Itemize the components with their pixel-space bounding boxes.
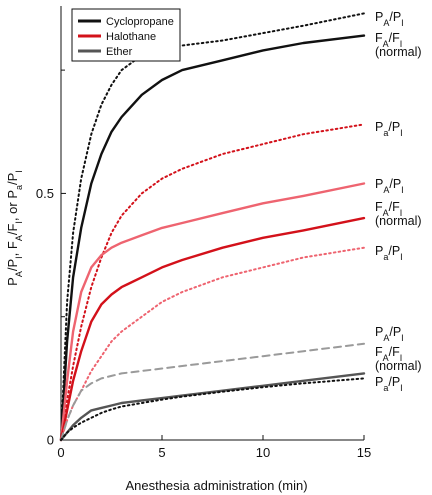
curve-label-4: (normal) [375, 214, 422, 228]
curve-label-7: FA/FI [375, 345, 402, 363]
curve-label-1: (normal) [375, 45, 422, 59]
series-layer [59, 12, 366, 442]
legend-label: Halothane [106, 31, 156, 43]
legend: Cyclopropane Halothane Ether [71, 8, 181, 62]
curve-label-2: Pa/PI [375, 120, 403, 138]
series-line-halothane-fa-fi-3 [59, 182, 366, 442]
y-tick-label: 0.5 [36, 186, 54, 201]
curve-label-4: FA/FI [375, 200, 402, 218]
legend-label: Cyclopropane [106, 16, 174, 28]
curve-label-3: PA/PI [375, 177, 404, 195]
series-line-cyclopropane-fa-fi-1 [59, 34, 366, 442]
curve-label-1: FA/FI [375, 31, 402, 49]
curve-label-7: (normal) [375, 359, 422, 373]
curve-label-6: PA/PI [375, 325, 404, 343]
curve-label-8: Pa/PI [375, 375, 403, 393]
curve-labels: PA/PIFA/FI(normal)Pa/PIPA/PIFA/FI(normal… [375, 10, 422, 393]
x-axis-title: Anesthesia administration (min) [125, 478, 307, 493]
series-line-ether-pa-pi-6 [60, 342, 365, 441]
y-tick-label: 0 [47, 433, 54, 448]
x-tick-label: 0 [57, 445, 64, 460]
legend-label: Ether [106, 46, 133, 58]
x-tick-label: 15 [357, 445, 371, 460]
y-axis-title: PA/PI, FA/FI, or Pa/PI [5, 170, 24, 286]
curve-label-5: Pa/PI [375, 244, 403, 262]
series-line-halothane-fa-fi-4 [59, 216, 366, 442]
axes: 0 5 10 15 0 0.5 Anesthesia administration (min… [5, 6, 371, 493]
curve-label-0: PA/PI [375, 10, 404, 28]
series-line-cyclopropane-dotted-0 [60, 12, 365, 441]
x-tick-label: 10 [256, 445, 270, 460]
x-tick-label: 5 [158, 445, 165, 460]
series-line-ether-dotted-8 [60, 377, 365, 441]
series-line-ether-fa-fi-7 [59, 372, 366, 442]
series-line-cyclopropane-dotted-2 [60, 123, 365, 441]
